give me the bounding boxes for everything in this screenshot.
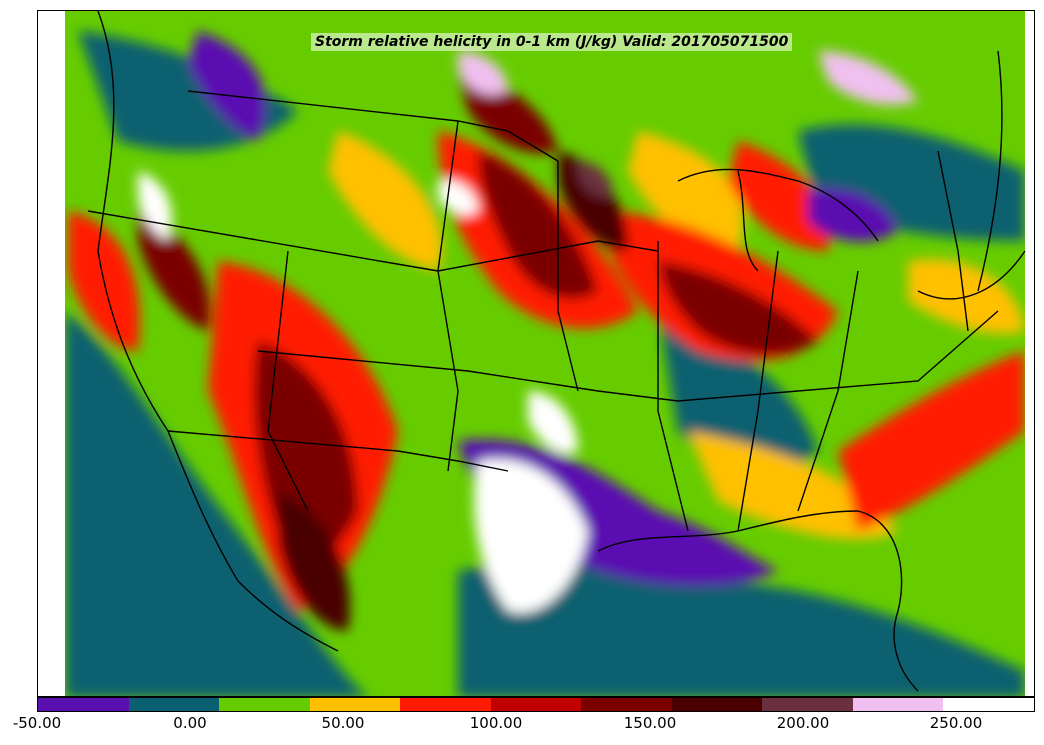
colorbar-segment xyxy=(581,698,672,711)
colorbar-tick-label: 0.00 xyxy=(173,714,207,732)
colorbar-tick-label: -50.00 xyxy=(12,714,62,732)
colorbar-segment xyxy=(128,698,220,711)
map-panel: Storm relative helicity in 0-1 km (J/kg)… xyxy=(37,10,1035,697)
colorbar-segment xyxy=(762,698,853,711)
colorbar-segment xyxy=(219,698,310,711)
colorbar-tick-label: 250.00 xyxy=(929,714,983,732)
colorbar-segment xyxy=(852,698,944,711)
helicity-map xyxy=(38,11,1034,696)
colorbar-tick-label: 50.00 xyxy=(321,714,365,732)
colorbar-segment xyxy=(400,698,491,711)
colorbar-tick-label: 100.00 xyxy=(469,714,523,732)
colorbar-segment xyxy=(490,698,582,711)
colorbar-segment xyxy=(943,698,1035,711)
colorbar-tick-label: 150.00 xyxy=(623,714,677,732)
colorbar-tick-label: 200.00 xyxy=(776,714,830,732)
colorbar-segment xyxy=(671,698,763,711)
boundary-lines xyxy=(87,11,1026,692)
colorbar xyxy=(37,697,1035,712)
colorbar-segment xyxy=(38,698,129,711)
colorbar-segment xyxy=(309,698,401,711)
map-title: Storm relative helicity in 0-1 km (J/kg)… xyxy=(311,33,793,51)
helicity-field xyxy=(65,31,1025,696)
